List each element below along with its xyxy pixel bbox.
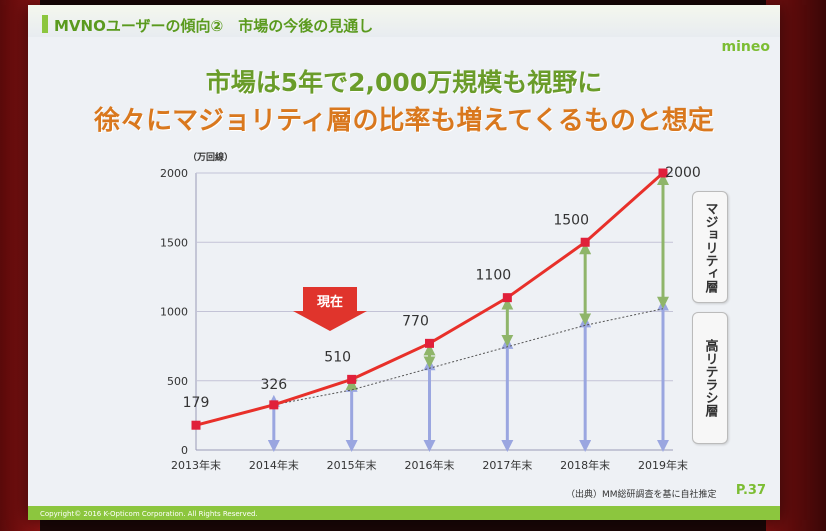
- slide: MVNOユーザーの傾向② 市場の今後の見通し mineo 市場は5年で2,000…: [28, 5, 780, 520]
- copyright: Copyright© 2016 K-Opticom Corporation. A…: [40, 510, 258, 518]
- header-accent-bar: [42, 15, 48, 33]
- data-point: [580, 237, 590, 247]
- y-tick-label: 500: [167, 375, 188, 388]
- x-tick-label: 2013年末: [171, 458, 221, 472]
- data-point: [191, 420, 201, 430]
- y-tick-label: 1500: [160, 236, 188, 249]
- slide-header: MVNOユーザーの傾向② 市場の今後の見通し: [28, 5, 780, 37]
- x-tick-label: 2015年末: [327, 458, 377, 472]
- now-marker: 現在: [293, 287, 367, 331]
- x-tick-label: 2014年末: [249, 458, 299, 472]
- page-number: P.37: [735, 483, 766, 498]
- data-label: 326: [260, 377, 287, 393]
- y-tick-label: 2000: [160, 167, 188, 180]
- y-tick-label: 1000: [160, 306, 188, 319]
- data-point: [502, 293, 512, 303]
- x-tick-label: 2016年末: [405, 458, 455, 472]
- data-point: [269, 400, 279, 410]
- y-axis-unit-label: （万回線）: [188, 151, 233, 163]
- down-arrow-icon: [293, 287, 367, 331]
- data-label: 1500: [553, 212, 589, 228]
- data-label: 510: [324, 349, 351, 365]
- source-note: （出典）MM総研調査を基に自社推定: [566, 490, 717, 500]
- slide-title: MVNOユーザーの傾向② 市場の今後の見通し: [54, 17, 374, 35]
- headline-line2: 徐々にマジョリティ層の比率も増えてくるものと想定: [94, 106, 714, 136]
- majority-layer-box: マジョリティ層: [692, 191, 728, 303]
- y-tick-label: 0: [181, 444, 188, 457]
- x-tick-label: 2017年末: [482, 458, 532, 472]
- brand-logo: mineo: [721, 39, 770, 55]
- data-label: 1100: [476, 268, 512, 284]
- data-label: 179: [183, 395, 210, 411]
- data-point: [658, 168, 668, 178]
- footer-bar: Copyright© 2016 K-Opticom Corporation. A…: [28, 506, 780, 520]
- now-label: 現在: [316, 295, 343, 310]
- high-literacy-layer-box: 高リテラシ層: [692, 312, 728, 444]
- data-point: [425, 338, 434, 348]
- headline-line1: 市場は5年で2,000万規模も視野に: [205, 68, 603, 97]
- market-forecast-chart: （万回線） 0 500 1000 1500 2000 2013年末 2014年末 2015年末…: [160, 151, 701, 472]
- data-point: [347, 374, 357, 384]
- x-tick-label: 2018年末: [560, 458, 610, 472]
- data-label: 2000: [665, 165, 701, 181]
- data-label: 770: [402, 313, 429, 329]
- x-tick-label: 2019年末: [638, 458, 688, 472]
